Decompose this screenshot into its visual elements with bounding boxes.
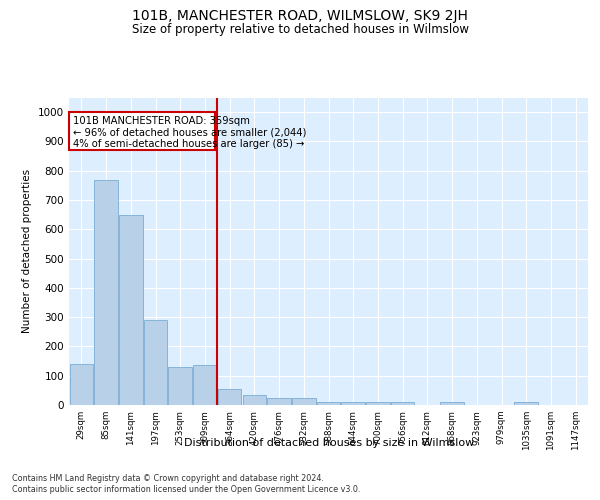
Bar [70,364,93,405]
Bar [218,389,241,405]
Bar [366,402,389,405]
Bar [144,320,167,405]
Bar [268,398,291,405]
Bar [317,402,340,405]
FancyBboxPatch shape [69,112,215,150]
Bar [341,402,365,405]
Bar [193,366,217,405]
Text: ← 96% of detached houses are smaller (2,044): ← 96% of detached houses are smaller (2,… [73,128,306,138]
Text: Contains HM Land Registry data © Crown copyright and database right 2024.: Contains HM Land Registry data © Crown c… [12,474,324,483]
Text: Size of property relative to detached houses in Wilmslow: Size of property relative to detached ho… [131,22,469,36]
Bar [242,395,266,405]
Bar [391,402,415,405]
Text: 4% of semi-detached houses are larger (85) →: 4% of semi-detached houses are larger (8… [73,138,304,148]
Bar [169,367,192,405]
Y-axis label: Number of detached properties: Number of detached properties [22,169,32,334]
Bar [440,402,464,405]
Bar [119,214,143,405]
Bar [514,402,538,405]
Bar [94,180,118,405]
Bar [292,398,316,405]
Text: Contains public sector information licensed under the Open Government Licence v3: Contains public sector information licen… [12,485,361,494]
Text: 101B MANCHESTER ROAD: 359sqm: 101B MANCHESTER ROAD: 359sqm [73,116,250,126]
Text: Distribution of detached houses by size in Wilmslow: Distribution of detached houses by size … [184,438,474,448]
Text: 101B, MANCHESTER ROAD, WILMSLOW, SK9 2JH: 101B, MANCHESTER ROAD, WILMSLOW, SK9 2JH [132,9,468,23]
